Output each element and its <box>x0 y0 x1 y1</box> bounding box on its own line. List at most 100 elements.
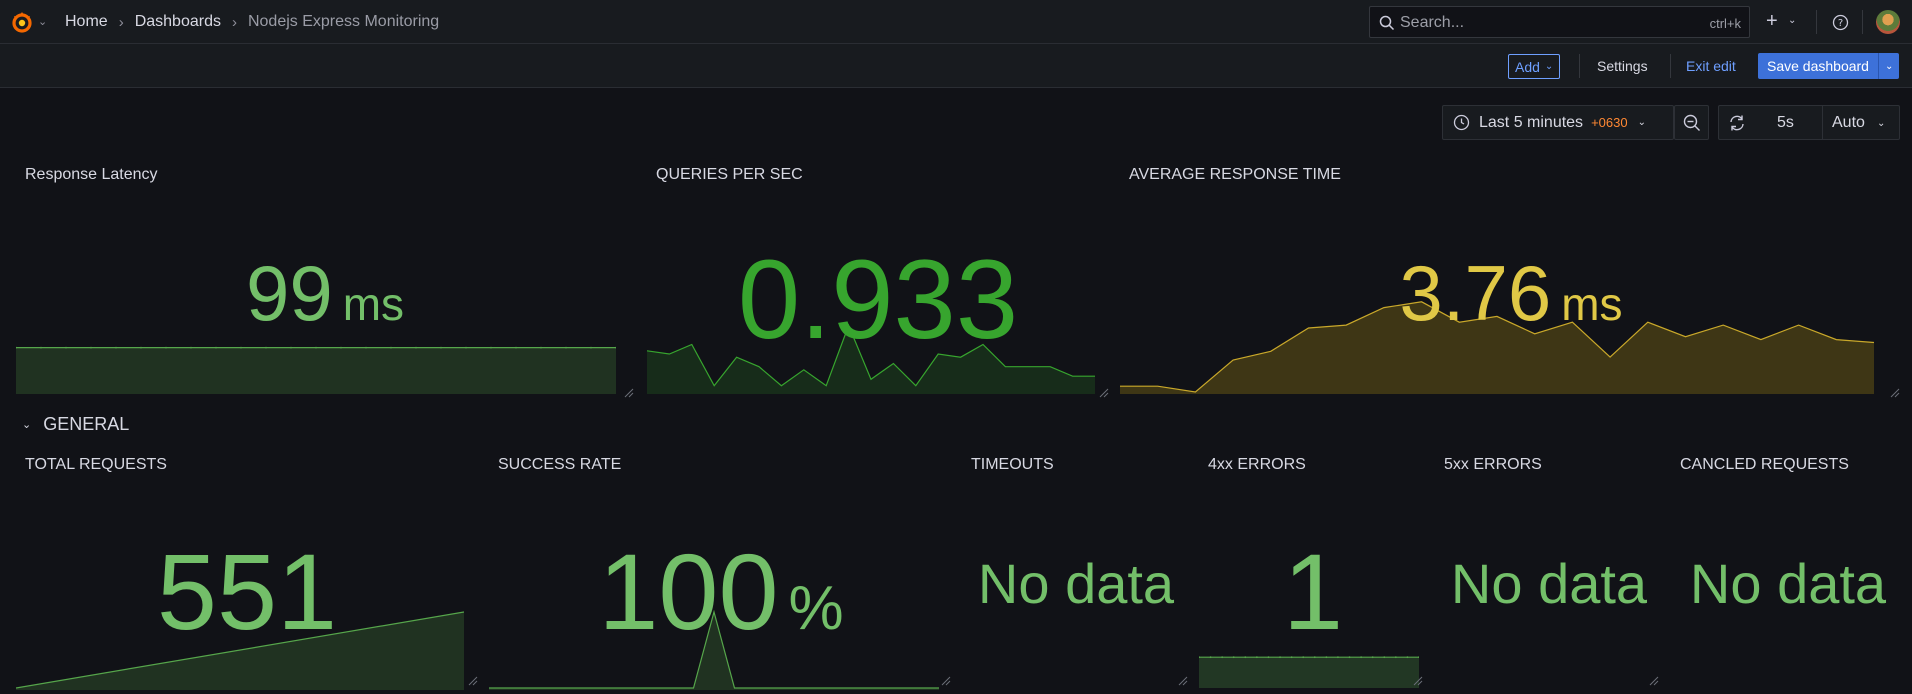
panel-title: Response Latency <box>25 166 158 183</box>
new-chevron-down-icon[interactable]: ⌄ <box>1788 15 1797 26</box>
svg-text:?: ? <box>1838 18 1843 29</box>
panel-title: AVERAGE RESPONSE TIME <box>1129 166 1341 183</box>
stat-value: 3.76 ms <box>1120 254 1902 332</box>
stat-number: 1 <box>1282 531 1344 652</box>
save-dashboard-button[interactable]: Save dashboard ⌄ <box>1758 53 1900 79</box>
add-button-label: Add <box>1515 58 1540 75</box>
panel-title: 5xx ERRORS <box>1444 456 1542 473</box>
resize-handle-icon[interactable] <box>1649 676 1659 686</box>
resize-handle-icon[interactable] <box>941 676 951 686</box>
breadcrumb-current-dashboard: Nodejs Express Monitoring <box>247 13 440 30</box>
user-avatar[interactable] <box>1876 10 1900 34</box>
panel-5xx-errors[interactable]: 5xx ERRORS No data <box>1435 454 1663 688</box>
search-shortcut-hint: ctrl+k <box>1709 16 1741 31</box>
sparkline-chart <box>1199 656 1419 688</box>
panel-response-latency[interactable]: Response Latency 99 ms <box>16 164 634 398</box>
sparkline-point <box>1360 656 1363 659</box>
panel-queries-per-sec[interactable]: QUERIES PER SEC 0.933 <box>647 164 1109 398</box>
sparkline-line <box>16 611 464 689</box>
sparkline-point <box>315 346 317 349</box>
sparkline-chart <box>647 323 1095 394</box>
sparkline-point <box>365 346 367 349</box>
sparkline-line <box>489 610 939 689</box>
sparkline-point <box>1325 656 1328 659</box>
sparkline-line <box>647 323 1095 387</box>
stat-value: 1 <box>1199 538 1427 646</box>
resize-handle-icon[interactable] <box>624 388 634 398</box>
sparkline-point <box>265 346 267 349</box>
sparkline-chart <box>16 611 464 690</box>
breadcrumb-home[interactable]: Home <box>65 13 108 30</box>
sparkline-chart <box>489 610 939 690</box>
zoom-out-icon <box>1683 114 1700 131</box>
panel-title: CANCLED REQUESTS <box>1680 456 1849 473</box>
save-options-chevron-icon[interactable]: ⌄ <box>1877 53 1899 79</box>
save-dashboard-label: Save dashboard <box>1767 58 1869 74</box>
divider <box>1670 54 1671 78</box>
sparkline-point <box>190 346 192 349</box>
resize-handle-icon[interactable] <box>1413 676 1423 686</box>
help-icon[interactable]: ? <box>1832 14 1849 31</box>
panel-title: TIMEOUTS <box>971 456 1054 473</box>
refresh-icon[interactable] <box>1728 114 1746 132</box>
sparkline-line <box>1120 301 1874 393</box>
panel-timeouts[interactable]: TIMEOUTS No data <box>962 454 1190 688</box>
menu-chevron-down-icon[interactable]: ⌄ <box>38 16 48 28</box>
panel-title: SUCCESS RATE <box>498 456 622 473</box>
panel-4xx-errors[interactable]: 4xx ERRORS 1 <box>1199 454 1427 688</box>
breadcrumb: Home › Dashboards › Nodejs Express Monit… <box>65 13 439 31</box>
exit-edit-button[interactable]: Exit edit <box>1686 58 1736 74</box>
zoom-out-button[interactable] <box>1674 105 1709 140</box>
search-input[interactable]: Search... ctrl+k <box>1369 6 1750 38</box>
resize-handle-icon[interactable] <box>468 676 478 686</box>
refresh-mode-select[interactable]: Auto <box>1832 114 1865 131</box>
sparkline-point <box>240 346 242 349</box>
time-range-picker[interactable]: Last 5 minutes +0630 ⌄ <box>1442 105 1674 140</box>
stat-number: 551 <box>156 531 338 652</box>
collapse-chevron-icon[interactable]: ⌄ <box>22 419 32 431</box>
chevron-down-icon[interactable]: ⌄ <box>1877 118 1886 129</box>
panel-total-requests[interactable]: TOTAL REQUESTS 551 <box>16 454 478 690</box>
panel-average-response-time[interactable]: AVERAGE RESPONSE TIME 3.76 ms <box>1120 164 1902 398</box>
sparkline-point <box>90 346 92 349</box>
panel-canceled-requests[interactable]: CANCLED REQUESTS No data <box>1671 454 1905 688</box>
settings-button[interactable]: Settings <box>1597 58 1648 74</box>
sparkline-point <box>1418 656 1419 659</box>
grafana-logo-icon[interactable] <box>10 10 34 34</box>
divider <box>1816 10 1817 34</box>
panel-title: QUERIES PER SEC <box>656 166 803 183</box>
panel-success-rate[interactable]: SUCCESS RATE 100% <box>489 454 953 690</box>
sparkline-point <box>140 346 142 349</box>
search-placeholder: Search... <box>1400 14 1465 31</box>
stat-value: 0.933 <box>647 244 1109 356</box>
divider <box>1822 106 1823 139</box>
resize-handle-icon[interactable] <box>1890 388 1900 398</box>
sparkline-point <box>1383 656 1386 659</box>
breadcrumb-chevron-icon: › <box>118 13 124 31</box>
stat-number: 0.933 <box>737 237 1019 362</box>
resize-handle-icon[interactable] <box>1178 676 1188 686</box>
sparkline-point <box>1371 656 1374 659</box>
sparkline-area <box>647 325 1095 394</box>
stat-value: 99 ms <box>16 254 634 332</box>
sparkline-point <box>1290 656 1293 659</box>
clock-icon <box>1453 114 1470 131</box>
row-general-header[interactable]: ⌄ GENERAL <box>22 414 129 435</box>
stat-number: 3.76 <box>1399 249 1552 337</box>
breadcrumb-dashboards[interactable]: Dashboards <box>134 13 221 30</box>
stat-value: No data <box>977 552 1175 615</box>
new-plus-icon[interactable]: + <box>1766 10 1778 32</box>
sparkline-point <box>1244 656 1247 659</box>
sparkline-point <box>1199 656 1200 659</box>
sparkline-point <box>215 346 217 349</box>
resize-handle-icon[interactable] <box>1099 388 1109 398</box>
sparkline-point <box>290 346 292 349</box>
chevron-down-icon: ⌄ <box>1637 117 1646 128</box>
sparkline-point <box>540 346 542 349</box>
divider <box>1862 10 1863 34</box>
sparkline-point <box>65 346 67 349</box>
sparkline-point <box>1209 656 1212 659</box>
sparkline-area <box>1199 657 1419 688</box>
add-button[interactable]: Add ⌄ <box>1508 54 1561 79</box>
refresh-interval-value[interactable]: 5s <box>1777 114 1794 131</box>
